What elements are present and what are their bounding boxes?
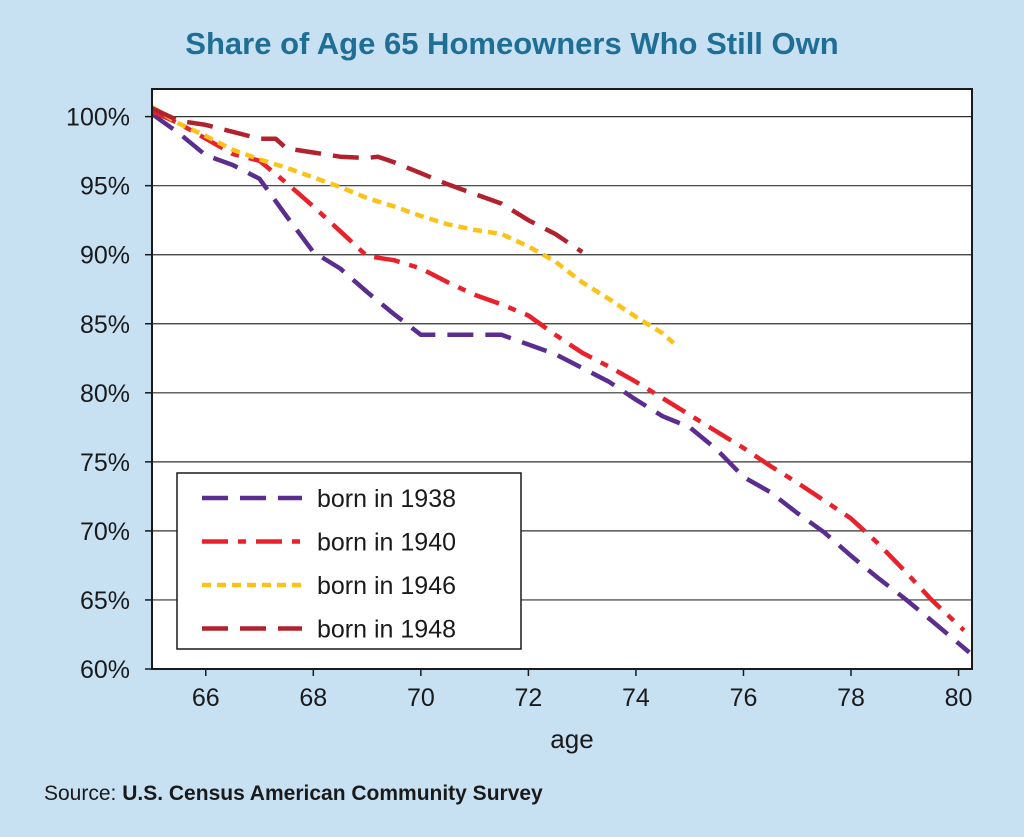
series-line-2 — [151, 109, 966, 632]
legend-label-1: born in 1938 — [317, 485, 456, 513]
x-tick-label: 68 — [299, 684, 327, 712]
y-tick-label: 100% — [66, 104, 130, 132]
x-tick-label: 72 — [514, 684, 542, 712]
x-axis: 66 68 70 72 74 76 78 80 — [192, 669, 973, 712]
plot-frame — [151, 88, 973, 670]
gridlines — [152, 116, 972, 670]
legend-label-3: born in 1946 — [317, 572, 456, 600]
y-tick-label: 85% — [80, 311, 130, 339]
source-value: U.S. Census American Community Survey — [122, 782, 543, 805]
x-axis-label: age — [550, 724, 593, 754]
y-tick-label: 75% — [80, 449, 130, 477]
x-tick-label: 70 — [407, 684, 435, 712]
y-tick-label: 70% — [80, 518, 130, 546]
y-tick-label: 60% — [80, 656, 130, 684]
legend: born in 1938 born in 1940 born in 1946 born… — [176, 472, 522, 650]
x-tick-label: 76 — [730, 684, 758, 712]
series-line-1 — [150, 112, 971, 655]
legend-box — [176, 472, 522, 650]
x-tick-label: 78 — [837, 684, 865, 712]
x-tick-label: 80 — [945, 684, 973, 712]
legend-label-2: born in 1940 — [317, 529, 456, 557]
y-tick-label: 90% — [80, 242, 130, 270]
source-note: Source: U.S. Census American Community S… — [44, 782, 543, 806]
y-tick-label: 65% — [80, 587, 130, 615]
y-tick-label: 80% — [80, 380, 130, 408]
chart-title: Share of Age 65 Homeowners Who Still Own — [185, 26, 839, 61]
y-tick-label: 95% — [80, 173, 130, 201]
series-lines — [150, 105, 971, 655]
x-tick-label: 74 — [622, 684, 650, 712]
y-axis: 60% 65% 70% 75% 80% 85% 90% 95% 100% — [66, 104, 152, 684]
series-line-4 — [151, 106, 584, 254]
source-label: Source: — [44, 782, 117, 805]
legend-label-4: born in 1948 — [317, 616, 456, 644]
series-line-3 — [150, 105, 676, 345]
x-tick-label: 66 — [192, 684, 220, 712]
